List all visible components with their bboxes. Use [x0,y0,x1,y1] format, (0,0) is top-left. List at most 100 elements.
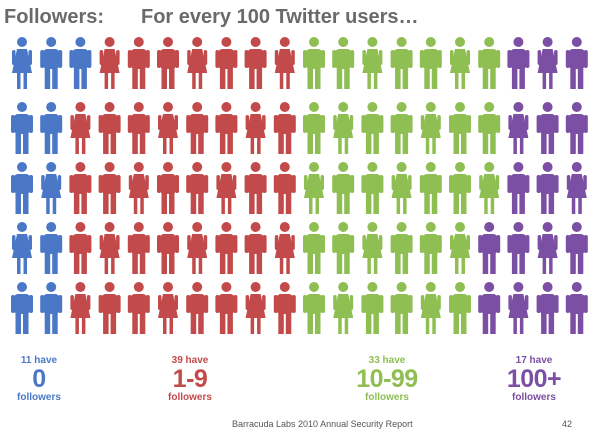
person-male-icon [361,162,384,214]
person-female-icon [508,102,529,154]
person-male-icon [478,222,501,274]
person-female-icon [333,282,354,334]
person-male-icon [98,102,121,154]
person-male-icon [536,102,559,154]
person-male-icon [332,222,355,274]
group-range-label: 10-99 [356,365,418,393]
group-count-label: 17 have [515,355,553,366]
person-male-icon [390,102,413,154]
person-male-icon [69,37,92,89]
person-female-icon [362,37,383,89]
pictograph-chart [11,37,588,334]
person-female-icon [420,102,441,154]
person-female-icon [187,222,208,274]
person-male-icon [215,282,238,334]
group-unit-label: followers [512,392,556,403]
person-male-icon [361,102,384,154]
person-female-icon [537,37,558,89]
person-male-icon [449,162,471,214]
person-female-icon [245,102,266,154]
person-female-icon [158,102,178,154]
person-female-icon [187,37,208,89]
person-female-icon [450,37,470,89]
person-male-icon [390,282,413,334]
person-male-icon [11,102,33,154]
person-female-icon [566,162,587,214]
person-male-icon [273,282,296,334]
person-male-icon [478,102,501,154]
person-male-icon [127,282,150,334]
group-unit-label: followers [168,392,212,403]
person-male-icon [186,102,209,154]
person-male-icon [332,37,355,89]
person-female-icon [508,282,529,334]
person-male-icon [303,282,325,334]
group-label-3: 17 have 100+ followers [484,355,584,403]
person-female-icon [479,162,500,214]
group-range-label: 1-9 [172,365,208,393]
person-male-icon [127,222,150,274]
person-male-icon [186,282,209,334]
person-female-icon [333,102,354,154]
person-male-icon [273,102,296,154]
person-male-icon [303,102,325,154]
person-male-icon [449,282,471,334]
slide-title: For every 100 Twitter users… [141,6,419,28]
group-range-label: 0 [32,365,46,393]
person-male-icon [419,37,442,89]
person-female-icon [245,282,266,334]
person-male-icon [303,37,325,89]
person-female-icon [362,222,383,274]
person-female-icon [70,282,91,334]
group-count-label: 39 have [171,355,209,366]
person-female-icon [12,222,32,274]
person-male-icon [536,162,559,214]
person-male-icon [536,282,559,334]
person-male-icon [244,37,267,89]
person-male-icon [157,162,179,214]
person-female-icon [128,162,149,214]
person-female-icon [99,222,120,274]
group-count-label: 33 have [368,355,406,366]
person-male-icon [215,102,238,154]
person-male-icon [390,37,413,89]
person-male-icon [186,162,209,214]
person-male-icon [449,102,471,154]
person-male-icon [478,37,501,89]
person-male-icon [40,222,63,274]
person-female-icon [450,222,470,274]
person-female-icon [274,222,295,274]
person-male-icon [157,222,179,274]
group-count-label: 11 have [20,355,58,366]
person-male-icon [390,222,413,274]
person-female-icon [216,162,237,214]
person-female-icon [391,162,412,214]
person-female-icon [274,37,295,89]
page-number: 42 [562,419,573,429]
person-male-icon [419,162,442,214]
person-male-icon [40,282,63,334]
person-female-icon [158,282,178,334]
person-female-icon [99,37,120,89]
person-female-icon [70,102,91,154]
person-male-icon [565,222,588,274]
person-male-icon [215,222,238,274]
group-range-label: 100+ [506,365,562,393]
person-male-icon [419,222,442,274]
source-text: Barracuda Labs 2010 Annual Security Repo… [232,419,413,429]
person-male-icon [303,222,325,274]
group-label-2: 33 have 10-99 followers [337,355,437,403]
person-male-icon [565,102,588,154]
person-male-icon [273,162,296,214]
group-label-1: 39 have 1-9 followers [140,355,240,403]
person-male-icon [11,162,33,214]
person-male-icon [98,162,121,214]
person-female-icon [304,162,324,214]
person-male-icon [40,37,63,89]
person-male-icon [40,102,63,154]
person-male-icon [507,162,530,214]
person-male-icon [69,222,92,274]
group-label-0: 11 have 0 followers [4,355,74,403]
group-unit-label: followers [17,392,61,403]
